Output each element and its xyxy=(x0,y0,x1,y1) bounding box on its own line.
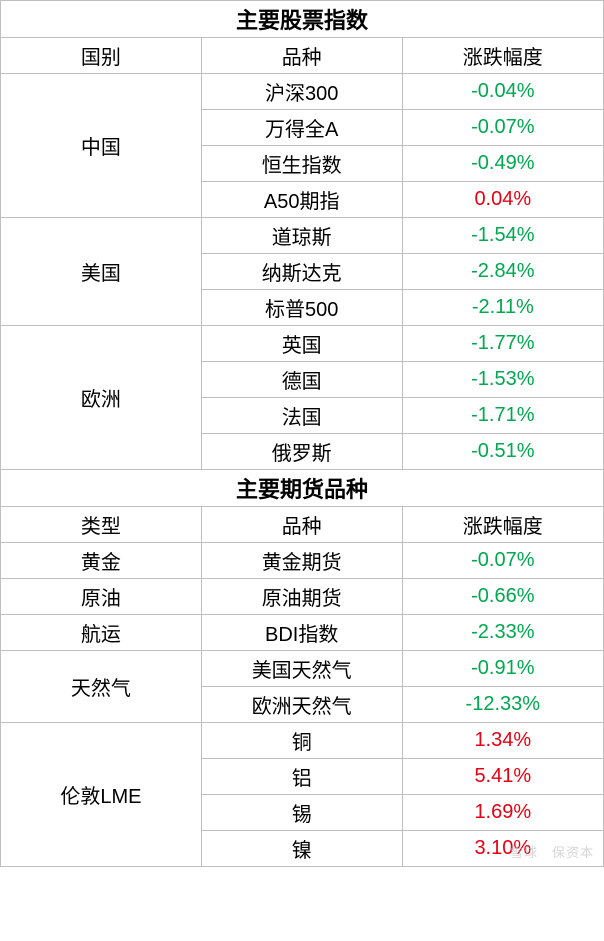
product-cell: 万得全A xyxy=(201,110,402,146)
product-cell: 美国天然气 xyxy=(201,651,402,687)
region-cell: 伦敦LME xyxy=(1,723,202,867)
market-table: 主要股票指数国别品种涨跌幅度中国沪深300-0.04%万得全A-0.07%恒生指… xyxy=(0,0,604,867)
table-row: 航运BDI指数-2.33% xyxy=(1,615,604,651)
change-cell: 5.41% xyxy=(402,759,603,795)
column-header: 类型 xyxy=(1,507,202,543)
table-row: 中国沪深300-0.04% xyxy=(1,74,604,110)
region-cell: 欧洲 xyxy=(1,326,202,470)
region-cell: 中国 xyxy=(1,74,202,218)
change-cell: -0.07% xyxy=(402,543,603,579)
region-cell: 黄金 xyxy=(1,543,202,579)
table-container: 主要股票指数国别品种涨跌幅度中国沪深300-0.04%万得全A-0.07%恒生指… xyxy=(0,0,604,867)
region-cell: 原油 xyxy=(1,579,202,615)
table-row: 伦敦LME铜1.34% xyxy=(1,723,604,759)
change-cell: -2.11% xyxy=(402,290,603,326)
watermark-text: 雪球 保资本 xyxy=(510,842,594,861)
product-cell: BDI指数 xyxy=(201,615,402,651)
product-cell: 纳斯达克 xyxy=(201,254,402,290)
change-cell: -0.04% xyxy=(402,74,603,110)
change-cell: -1.54% xyxy=(402,218,603,254)
change-cell: 1.34% xyxy=(402,723,603,759)
product-cell: 铝 xyxy=(201,759,402,795)
change-cell: -2.84% xyxy=(402,254,603,290)
product-cell: 道琼斯 xyxy=(201,218,402,254)
change-cell: 0.04% xyxy=(402,182,603,218)
table-row: 黄金黄金期货-0.07% xyxy=(1,543,604,579)
product-cell: 英国 xyxy=(201,326,402,362)
product-cell: 恒生指数 xyxy=(201,146,402,182)
product-cell: 原油期货 xyxy=(201,579,402,615)
table-row: 美国道琼斯-1.54% xyxy=(1,218,604,254)
change-cell: -12.33% xyxy=(402,687,603,723)
product-cell: 欧洲天然气 xyxy=(201,687,402,723)
product-cell: 锡 xyxy=(201,795,402,831)
change-cell: -0.49% xyxy=(402,146,603,182)
change-cell: -0.07% xyxy=(402,110,603,146)
product-cell: 法国 xyxy=(201,398,402,434)
change-cell: -0.51% xyxy=(402,434,603,470)
table-row: 原油原油期货-0.66% xyxy=(1,579,604,615)
column-header: 品种 xyxy=(201,507,402,543)
product-cell: 沪深300 xyxy=(201,74,402,110)
region-cell: 天然气 xyxy=(1,651,202,723)
section-title: 主要期货品种 xyxy=(1,470,604,507)
change-cell: -2.33% xyxy=(402,615,603,651)
column-header: 涨跌幅度 xyxy=(402,38,603,74)
region-cell: 航运 xyxy=(1,615,202,651)
product-cell: 镍 xyxy=(201,831,402,867)
change-cell: -0.91% xyxy=(402,651,603,687)
product-cell: 俄罗斯 xyxy=(201,434,402,470)
region-cell: 美国 xyxy=(1,218,202,326)
change-cell: -1.71% xyxy=(402,398,603,434)
column-header: 国别 xyxy=(1,38,202,74)
section-title: 主要股票指数 xyxy=(1,1,604,38)
product-cell: 德国 xyxy=(201,362,402,398)
change-cell: 1.69% xyxy=(402,795,603,831)
table-row: 欧洲英国-1.77% xyxy=(1,326,604,362)
change-cell: -0.66% xyxy=(402,579,603,615)
product-cell: A50期指 xyxy=(201,182,402,218)
column-header: 品种 xyxy=(201,38,402,74)
table-row: 天然气美国天然气-0.91% xyxy=(1,651,604,687)
change-cell: -1.77% xyxy=(402,326,603,362)
product-cell: 黄金期货 xyxy=(201,543,402,579)
product-cell: 标普500 xyxy=(201,290,402,326)
change-cell: -1.53% xyxy=(402,362,603,398)
column-header: 涨跌幅度 xyxy=(402,507,603,543)
product-cell: 铜 xyxy=(201,723,402,759)
